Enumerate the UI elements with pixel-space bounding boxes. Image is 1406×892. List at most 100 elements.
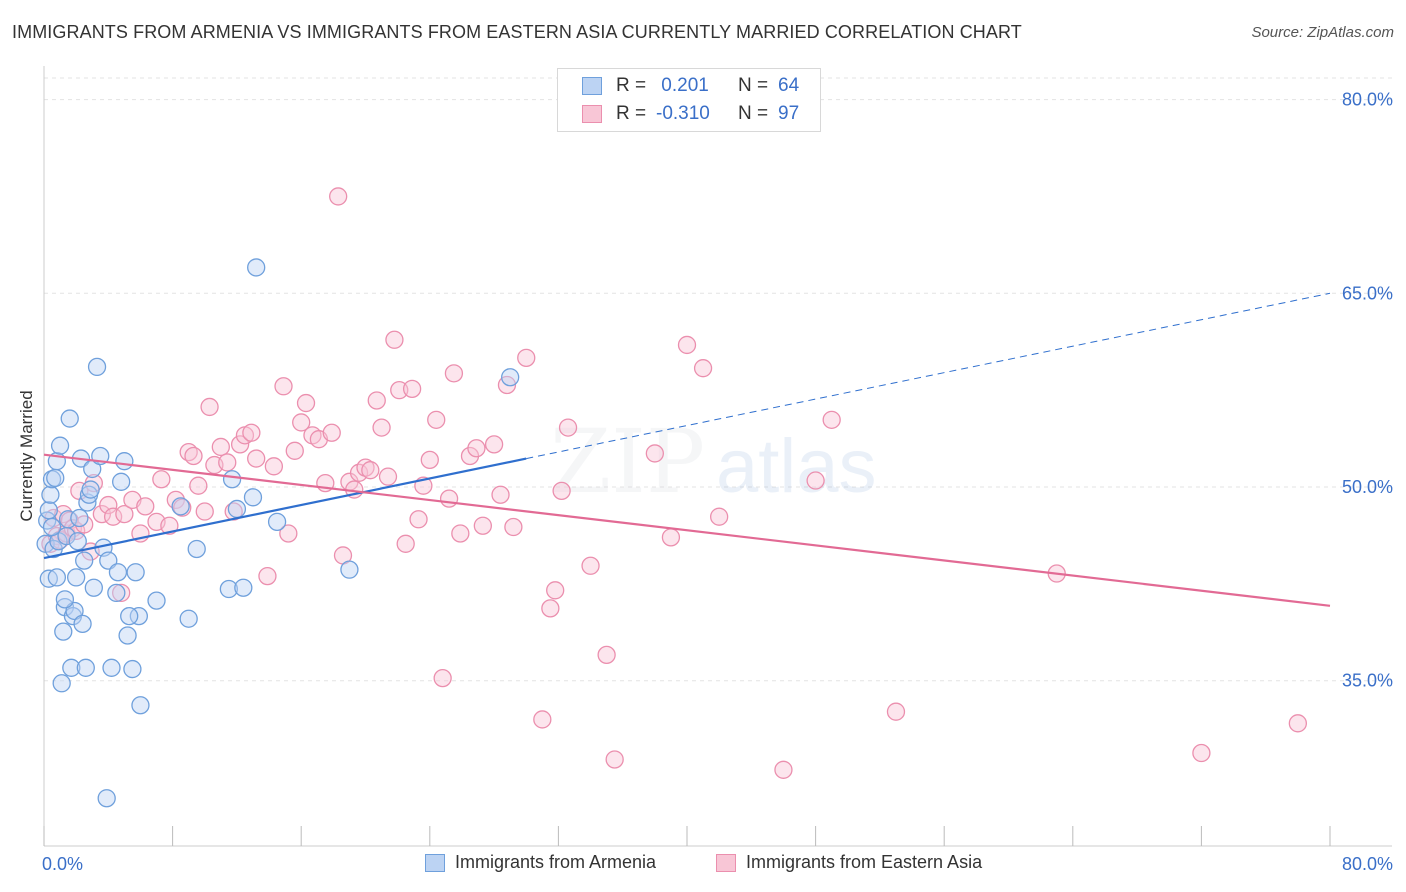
armenia-point (115, 452, 134, 471)
eastern-asia-point (160, 516, 179, 535)
eastern-asia-point (504, 517, 523, 537)
eastern-asia-point (473, 516, 492, 535)
eastern-asia-point (296, 393, 316, 413)
armenia-point (84, 578, 103, 597)
eastern-asia-point (242, 423, 261, 442)
y-tick-label: 65.0% (1342, 283, 1393, 303)
armenia-point (234, 578, 253, 597)
eastern-asia-point (99, 495, 118, 515)
eastern-asia-point (774, 760, 793, 779)
eastern-asia-points (41, 187, 1307, 779)
eastern-asia-point (372, 418, 391, 437)
armenia-point (42, 517, 62, 537)
x-tick-label-min: 0.0% (42, 854, 83, 874)
armenia-point (187, 539, 206, 559)
eastern-asia-point (402, 379, 422, 398)
armenia-point (222, 470, 242, 489)
eastern-asia-point (189, 476, 208, 495)
eastern-asia-legend-label: Immigrants from Eastern Asia (746, 852, 983, 872)
armenia-point (39, 501, 58, 520)
eastern-asia-legend-swatch (716, 853, 736, 872)
eastern-asia-r-label: R = (616, 103, 647, 124)
legend-row-eastern-asia: R = -0.310 N = 97 (582, 102, 799, 126)
eastern-asia-point (92, 504, 112, 524)
eastern-asia-point (152, 470, 171, 489)
armenia-point (54, 622, 73, 641)
armenia-point (219, 579, 239, 599)
eastern-asia-point (200, 397, 219, 417)
legend-row-armenia: R = 0.201 N = 64 (582, 74, 799, 98)
armenia-point (120, 606, 139, 626)
armenia-point (102, 658, 121, 677)
armenia-point (247, 258, 266, 277)
eastern-asia-point (292, 413, 311, 432)
armenia-trend-extension (526, 292, 1331, 460)
armenia-point (47, 568, 67, 587)
eastern-asia-point (533, 710, 552, 729)
armenia-point (67, 568, 86, 587)
eastern-asia-point (378, 467, 398, 486)
eastern-asia-point (409, 510, 428, 529)
eastern-asia-point (552, 481, 571, 501)
y-tick-labels: 35.0% 50.0% 65.0% 80.0% (1342, 90, 1393, 691)
eastern-asia-point (385, 330, 404, 349)
armenia-point (87, 357, 107, 377)
armenia-point (81, 480, 100, 499)
eastern-asia-n-value: 97 (778, 103, 800, 124)
armenia-point (73, 614, 92, 634)
eastern-asia-point (581, 556, 600, 575)
armenia-n-label: N = (738, 75, 769, 96)
eastern-asia-point (230, 435, 250, 454)
armenia-r-label: R = (616, 75, 647, 96)
eastern-asia-point (136, 497, 155, 516)
eastern-asia-point (645, 444, 664, 463)
armenia-point (68, 532, 87, 551)
armenia-point (179, 609, 198, 628)
armenia-point (501, 368, 520, 387)
eastern-asia-point (517, 348, 536, 368)
eastern-asia-point (822, 410, 841, 429)
eastern-asia-point (184, 446, 203, 466)
armenia-point (112, 472, 131, 491)
eastern-asia-point (279, 524, 298, 543)
eastern-asia-point (546, 581, 565, 600)
eastern-asia-point (677, 335, 697, 355)
eastern-asia-point (367, 391, 386, 410)
eastern-asia-point (112, 583, 131, 603)
eastern-asia-point (491, 485, 510, 504)
armenia-r-value: 0.201 (656, 75, 709, 96)
armenia-point (123, 659, 142, 679)
series-legend-armenia: Immigrants from Armenia (425, 852, 656, 873)
series-legend-eastern-asia: Immigrants from Eastern Asia (716, 852, 982, 873)
eastern-asia-point (467, 439, 486, 458)
eastern-asia-point (444, 364, 464, 383)
eastern-asia-point (605, 750, 624, 769)
armenia-points (36, 258, 520, 808)
stats-legend: R = 0.201 N = 64 R = -0.310 N = 97 (557, 68, 821, 132)
eastern-asia-point (396, 534, 415, 553)
eastern-asia-point (420, 450, 439, 470)
armenia-point (129, 606, 148, 626)
armenia-point (62, 658, 81, 677)
watermark: ZIP atlas (550, 410, 877, 513)
y-tick-label: 35.0% (1342, 671, 1393, 691)
eastern-asia-point (103, 507, 123, 526)
eastern-asia-point (451, 524, 470, 543)
eastern-asia-point (274, 377, 293, 396)
chart-title: IMMIGRANTS FROM ARMENIA VS IMMIGRANTS FR… (12, 22, 1022, 42)
armenia-point (147, 591, 166, 610)
eastern-asia-point (329, 187, 348, 206)
armenia-trend-line (43, 457, 527, 560)
armenia-point (55, 590, 75, 609)
armenia-point (41, 485, 60, 504)
armenia-point (75, 551, 94, 570)
source-credit: Source: ZipAtlas.com (1251, 24, 1394, 41)
eastern-asia-swatch (582, 105, 602, 123)
eastern-asia-point (597, 645, 616, 665)
eastern-asia-point (427, 410, 446, 429)
armenia-point (70, 508, 89, 528)
armenia-point (107, 583, 126, 603)
armenia-point (171, 497, 190, 516)
x-tick-label-max: 80.0% (1342, 854, 1393, 874)
armenia-point (46, 468, 65, 488)
